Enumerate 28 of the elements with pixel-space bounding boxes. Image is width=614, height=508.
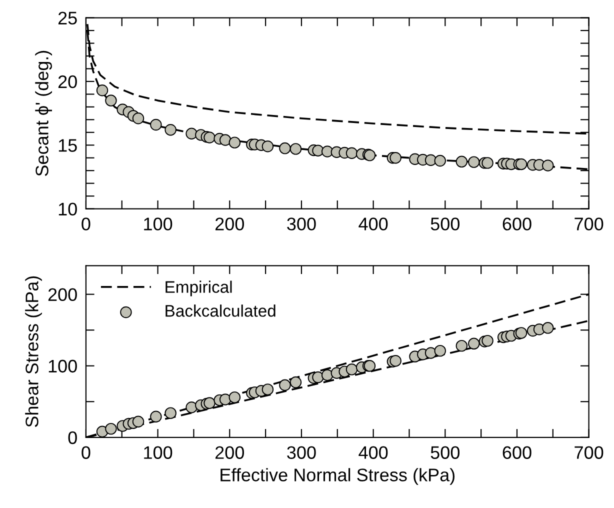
x-tick-label: 500 [430, 446, 460, 459]
legend-label: Empirical [166, 280, 232, 296]
x-tick-label: 600 [502, 446, 532, 459]
y-axis-title: Secant ϕ' (deg.) [35, 50, 52, 176]
x-tick-label: 100 [144, 446, 172, 459]
x-tick-label: 500 [430, 218, 460, 230]
x-tick-label: 300 [287, 446, 316, 459]
y-tick-label: 200 [48, 288, 77, 302]
x-tick-label: 200 [215, 218, 244, 230]
y-tick-label: 10 [58, 202, 77, 216]
x-tick-label: 200 [215, 446, 244, 459]
x-axis-title: Effective Normal Stress (kPa) [220, 468, 455, 485]
x-tick-label: 400 [358, 446, 388, 459]
x-tick-label: 100 [144, 218, 172, 230]
x-tick-label: 0 [82, 446, 90, 459]
x-tick-label: 0 [82, 218, 90, 230]
x-tick-label: 300 [287, 218, 316, 230]
y-tick-label: 0 [68, 431, 77, 444]
y-tick-label: 100 [48, 360, 77, 373]
y-tick-label: 20 [58, 75, 77, 88]
x-tick-label: 600 [502, 218, 532, 230]
y-tick-label: 15 [58, 139, 77, 152]
y-axis-title: Shear Stress (kPa) [25, 276, 42, 427]
x-tick-label: 700 [574, 218, 604, 230]
y-tick-label: 25 [58, 12, 77, 24]
x-tick-label: 400 [358, 218, 388, 230]
x-tick-label: 700 [574, 446, 604, 459]
legend-label: Backcalculated [166, 304, 276, 317]
